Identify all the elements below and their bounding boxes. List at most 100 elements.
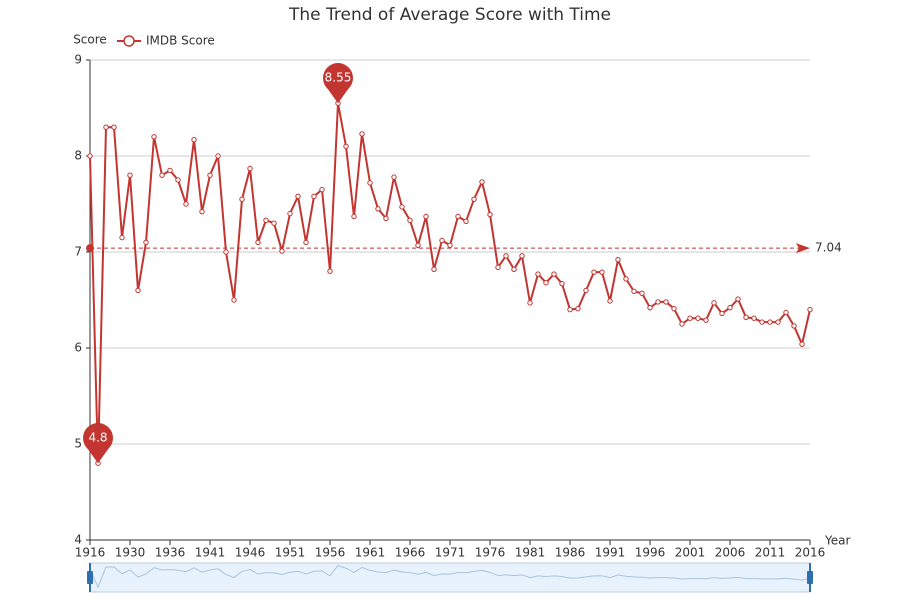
y-tick-label: 4 xyxy=(74,533,82,547)
point xyxy=(783,309,789,316)
point xyxy=(743,314,749,320)
point xyxy=(415,242,421,248)
x-tick-label: 2006 xyxy=(715,546,746,560)
x-tick-label: 1951 xyxy=(275,546,306,560)
point xyxy=(511,266,517,272)
x-tick-label: 1961 xyxy=(355,546,386,560)
point xyxy=(759,319,765,325)
x-tick-label: 2011 xyxy=(755,546,786,560)
point xyxy=(719,310,725,317)
point xyxy=(527,300,533,306)
point xyxy=(127,172,133,178)
average-label: 7.04 xyxy=(815,241,842,255)
average-arrow xyxy=(796,243,810,254)
point xyxy=(463,218,469,224)
point xyxy=(703,317,709,323)
point xyxy=(367,180,373,186)
point xyxy=(407,217,413,224)
point xyxy=(231,297,237,303)
point xyxy=(623,276,629,282)
point xyxy=(159,172,165,178)
point xyxy=(279,248,285,254)
pin-label: 4.8 xyxy=(88,431,107,445)
x-tick-label: 1916 xyxy=(75,546,106,560)
point xyxy=(599,269,605,275)
chart-title: The Trend of Average Score with Time xyxy=(288,5,611,25)
point xyxy=(263,217,269,224)
point xyxy=(111,124,117,130)
pin xyxy=(323,63,353,104)
point xyxy=(103,124,109,130)
point xyxy=(767,319,773,325)
x-axis-label: Year xyxy=(824,534,850,548)
point xyxy=(735,296,741,302)
y-tick-label: 9 xyxy=(74,53,82,67)
y-tick-label: 8 xyxy=(74,149,82,163)
point xyxy=(503,253,509,259)
x-tick-label: 1991 xyxy=(595,546,626,560)
point xyxy=(495,264,501,271)
point xyxy=(655,299,661,305)
pin-label: 8.55 xyxy=(325,71,352,85)
zoom-handle xyxy=(87,571,93,584)
point xyxy=(639,290,645,296)
point xyxy=(695,315,701,321)
point xyxy=(87,153,93,159)
x-tick-label: 1956 xyxy=(315,546,346,560)
point xyxy=(791,323,797,329)
point xyxy=(423,213,429,220)
x-tick-label: 1930 xyxy=(115,546,146,560)
x-tick-label: 1941 xyxy=(195,546,226,560)
x-tick-label: 1996 xyxy=(635,546,666,560)
point xyxy=(239,196,245,202)
series-line xyxy=(89,103,811,464)
x-tick-label: 1971 xyxy=(435,546,466,560)
point xyxy=(383,215,389,222)
point xyxy=(151,134,157,140)
point xyxy=(175,177,181,183)
point xyxy=(439,237,445,244)
y-tick-label: 6 xyxy=(74,341,82,355)
point xyxy=(607,298,613,304)
point xyxy=(535,271,541,277)
point xyxy=(583,287,589,294)
point xyxy=(567,306,573,313)
point xyxy=(199,208,205,215)
point xyxy=(663,299,669,305)
point xyxy=(479,179,485,185)
point xyxy=(375,206,381,212)
point xyxy=(543,280,549,286)
point xyxy=(271,220,277,226)
x-tick-label: 1966 xyxy=(395,546,426,560)
y-tick-label: 7 xyxy=(74,245,82,259)
point xyxy=(487,211,493,218)
point xyxy=(327,268,333,274)
point xyxy=(303,239,309,246)
point xyxy=(295,193,301,200)
point xyxy=(135,287,141,294)
x-tick-label: 1976 xyxy=(475,546,506,560)
point xyxy=(431,266,437,272)
point xyxy=(167,167,173,174)
point xyxy=(671,305,677,312)
legend-marker xyxy=(123,35,135,47)
point xyxy=(447,242,453,248)
pin xyxy=(83,423,113,464)
point xyxy=(687,315,693,321)
zoom-handle xyxy=(807,571,813,584)
point xyxy=(311,193,317,200)
point xyxy=(207,172,213,178)
point xyxy=(519,253,525,259)
point xyxy=(359,131,365,137)
point xyxy=(631,288,637,295)
point xyxy=(143,239,149,246)
x-tick-label: 2001 xyxy=(675,546,706,560)
x-tick-label: 2016 xyxy=(795,546,826,560)
point xyxy=(799,341,805,347)
point xyxy=(287,210,293,217)
point xyxy=(679,321,685,327)
point xyxy=(711,300,717,306)
point xyxy=(223,249,229,255)
point xyxy=(575,305,581,312)
